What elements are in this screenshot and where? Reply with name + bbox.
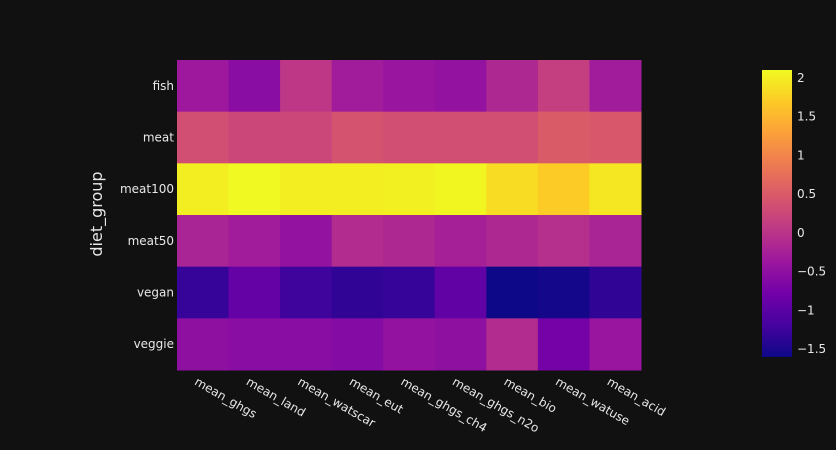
colorbar-tick-label: −0.5	[797, 265, 826, 279]
colorbar-tick-label: 1.5	[797, 110, 816, 124]
x-tick-label: mean_ghgs_n2o	[450, 374, 542, 435]
y-tick-label: meat100	[120, 182, 174, 196]
heatmap-cell-veggie-mean_eut	[331, 318, 384, 371]
colorbar-tick-labels: 2 1.5 1 0.5 0 −0.5 −1 −1.5	[797, 71, 826, 356]
heatmap-cell-meat50-mean_ghgs	[177, 215, 230, 268]
heatmap-cell-meat50-mean_acid	[589, 215, 642, 268]
colorbar: 2 1.5 1 0.5 0 −0.5 −1 −1.5	[762, 70, 826, 357]
heatmap-cell-fish-mean_bio	[486, 60, 539, 113]
heatmap-cell-vegan-mean_ghgs_n2o	[434, 266, 487, 319]
heatmap-cell-meat50-mean_watscar	[280, 215, 333, 268]
heatmap-cell-meat-mean_bio	[486, 111, 539, 164]
y-tick-label: meat50	[128, 234, 174, 248]
heatmap-cell-fish-mean_land	[228, 60, 281, 113]
heatmap-cells	[177, 60, 642, 371]
y-tick-label: veggie	[134, 337, 174, 351]
x-tick-label: mean_ghgs_ch4	[399, 374, 490, 435]
heatmap-cell-meat50-mean_eut	[331, 215, 384, 268]
heatmap-cell-meat-mean_acid	[589, 111, 642, 164]
heatmap-cell-fish-mean_ghgs_n2o	[434, 60, 487, 113]
heatmap-cell-veggie-mean_ghgs_ch4	[383, 318, 436, 371]
y-axis-title: diet_group	[87, 171, 107, 256]
heatmap-cell-veggie-mean_watscar	[280, 318, 333, 371]
heatmap-cell-meat100-mean_watuse	[537, 163, 590, 216]
heatmap-cell-veggie-mean_watuse	[537, 318, 590, 371]
heatmap-cell-meat-mean_ghgs	[177, 111, 230, 164]
colorbar-tick-label: −1	[797, 303, 815, 317]
heatmap-cell-meat50-mean_ghgs_n2o	[434, 215, 487, 268]
heatmap-cell-veggie-mean_bio	[486, 318, 539, 371]
heatmap-cell-meat100-mean_ghgs	[177, 163, 230, 216]
heatmap-cell-vegan-mean_ghgs	[177, 266, 230, 319]
heatmap-cell-meat-mean_ghgs_ch4	[383, 111, 436, 164]
y-tick-label: meat	[143, 131, 174, 145]
heatmap-cell-veggie-mean_land	[228, 318, 281, 371]
heatmap-cell-meat-mean_ghgs_n2o	[434, 111, 487, 164]
y-tick-label: vegan	[137, 286, 174, 300]
heatmap-cell-vegan-mean_watscar	[280, 266, 333, 319]
heatmap-cell-vegan-mean_acid	[589, 266, 642, 319]
heatmap-cell-fish-mean_eut	[331, 60, 384, 113]
y-tick-label: fish	[153, 79, 174, 93]
heatmap-cell-fish-mean_acid	[589, 60, 642, 113]
heatmap-cell-vegan-mean_watuse	[537, 266, 590, 319]
heatmap-cell-meat50-mean_ghgs_ch4	[383, 215, 436, 268]
heatmap-cell-meat-mean_watuse	[537, 111, 590, 164]
heatmap-cell-meat-mean_watscar	[280, 111, 333, 164]
heatmap-cell-meat100-mean_acid	[589, 163, 642, 216]
y-tick-labels: fish meat meat100 meat50 vegan veggie	[120, 79, 174, 351]
colorbar-tick-label: 0.5	[797, 187, 816, 201]
heatmap-cell-fish-mean_ghgs	[177, 60, 230, 113]
heatmap-cell-meat-mean_land	[228, 111, 281, 164]
heatmap-cell-vegan-mean_bio	[486, 266, 539, 319]
heatmap-cell-vegan-mean_ghgs_ch4	[383, 266, 436, 319]
colorbar-tick-label: 0	[797, 226, 805, 240]
heatmap-cell-veggie-mean_ghgs	[177, 318, 230, 371]
heatmap-cell-vegan-mean_eut	[331, 266, 384, 319]
heatmap-cell-meat100-mean_ghgs_n2o	[434, 163, 487, 216]
colorbar-gradient	[762, 70, 792, 357]
colorbar-tick-label: 2	[797, 71, 805, 85]
heatmap-cell-meat100-mean_watscar	[280, 163, 333, 216]
heatmap-cell-meat50-mean_bio	[486, 215, 539, 268]
heatmap-cell-vegan-mean_land	[228, 266, 281, 319]
heatmap-cell-veggie-mean_ghgs_n2o	[434, 318, 487, 371]
heatmap-cell-meat100-mean_bio	[486, 163, 539, 216]
heatmap-cell-meat-mean_eut	[331, 111, 384, 164]
x-tick-labels: mean_ghgsmean_landmean_watscarmean_eutme…	[192, 374, 668, 435]
heatmap-cell-fish-mean_watuse	[537, 60, 590, 113]
heatmap-cell-fish-mean_ghgs_ch4	[383, 60, 436, 113]
colorbar-tick-label: 1	[797, 148, 805, 162]
heatmap-cell-veggie-mean_acid	[589, 318, 642, 371]
heatmap-cell-meat100-mean_land	[228, 163, 281, 216]
heatmap-cell-meat100-mean_eut	[331, 163, 384, 216]
heatmap-cell-meat50-mean_land	[228, 215, 281, 268]
heatmap-cell-meat100-mean_ghgs_ch4	[383, 163, 436, 216]
heatmap-cell-meat50-mean_watuse	[537, 215, 590, 268]
heatmap-cell-fish-mean_watscar	[280, 60, 333, 113]
colorbar-tick-label: −1.5	[797, 342, 826, 356]
